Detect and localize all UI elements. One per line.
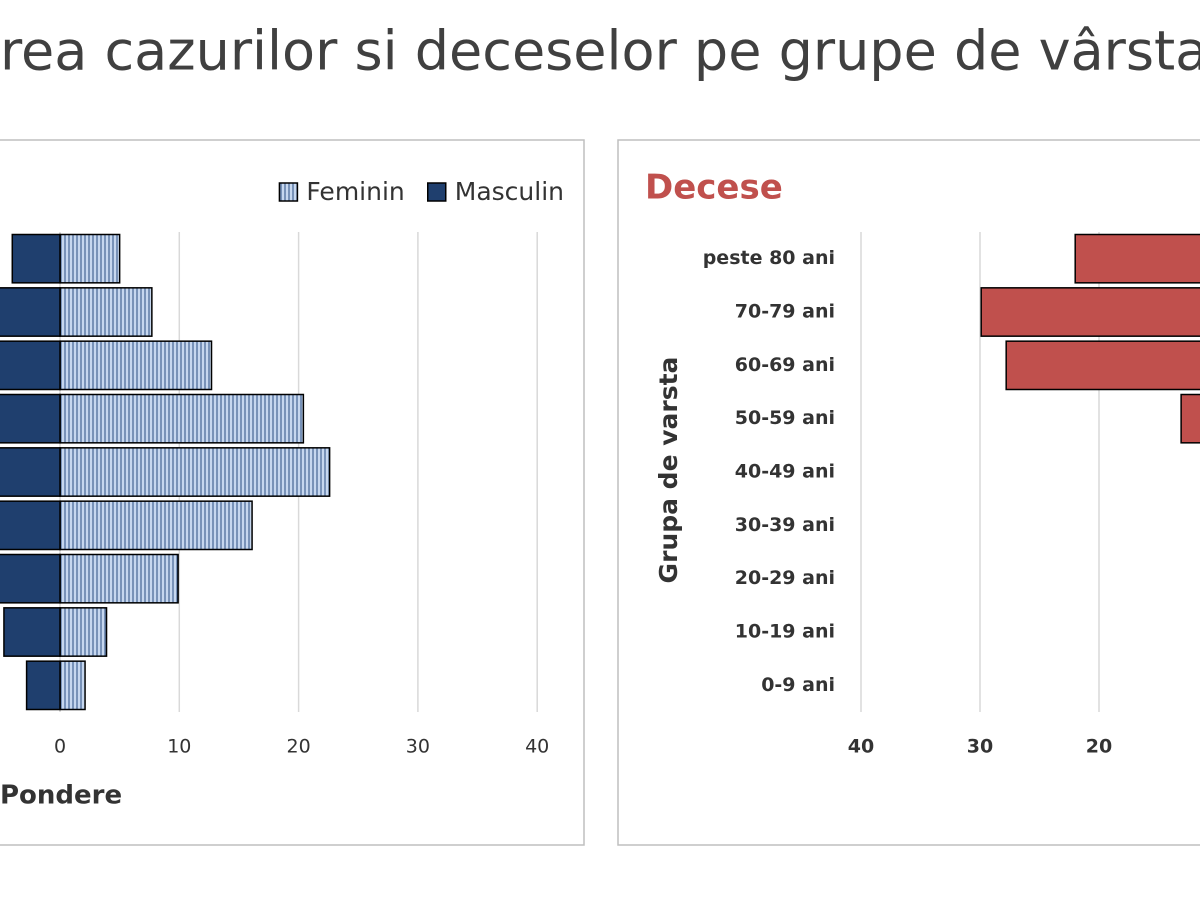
bar [11,233,61,284]
bar [0,500,61,551]
x-tick-label: 20 [287,736,311,758]
x-axis-label: Pondere [0,781,122,811]
y-tick-label: 30-39 ani [735,514,835,536]
bar [25,660,61,711]
bar [59,393,305,444]
bar [59,287,153,337]
y-tick-label: 60-69 ani [735,354,835,376]
y-tick-label: 0-9 ani [761,674,835,696]
y-tick-label: 70-79 ani [735,301,835,323]
y-tick-label: 50-59 ani [735,407,835,429]
bar [0,340,61,391]
legend-swatch [278,182,299,202]
y-tick-label: peste 80 ani [703,247,835,269]
bar [59,660,86,711]
bar [0,393,61,444]
page-title: rea cazurilor si deceselor pe grupe de v… [0,20,1200,83]
legend-label: Masculin [455,177,564,206]
bar [1180,393,1200,444]
x-tick-label: 0 [54,736,66,758]
bar [980,287,1200,337]
y-tick-label: 20-29 ani [735,567,835,589]
bar [0,447,61,497]
bar [59,233,121,284]
bar [59,447,331,497]
x-tick-label: 30 [406,736,430,758]
bar [59,553,179,604]
x-tick-label: 20 [1086,736,1112,758]
y-tick-label: 10-19 ani [735,621,835,643]
bar [3,607,61,657]
bar [0,287,61,337]
y-axis-label: Grupa de varsta [654,357,683,584]
y-tick-label: 40-49 ani [735,461,835,483]
x-tick-label: 10 [167,736,191,758]
legend-label: Feminin [306,177,404,206]
x-tick-label: 30 [967,736,993,758]
bar [0,553,61,604]
legend-swatch [427,182,447,202]
chart-title: Decese [645,168,783,208]
x-tick-label: 40 [848,736,874,758]
bar [59,607,108,657]
bar [1005,340,1200,391]
x-tick-label: 40 [525,736,549,758]
bar [59,340,213,391]
bar [59,500,253,551]
bar [1074,233,1200,284]
